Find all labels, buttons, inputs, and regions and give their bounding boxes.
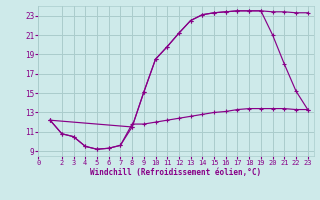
X-axis label: Windchill (Refroidissement éolien,°C): Windchill (Refroidissement éolien,°C) [91, 168, 261, 177]
